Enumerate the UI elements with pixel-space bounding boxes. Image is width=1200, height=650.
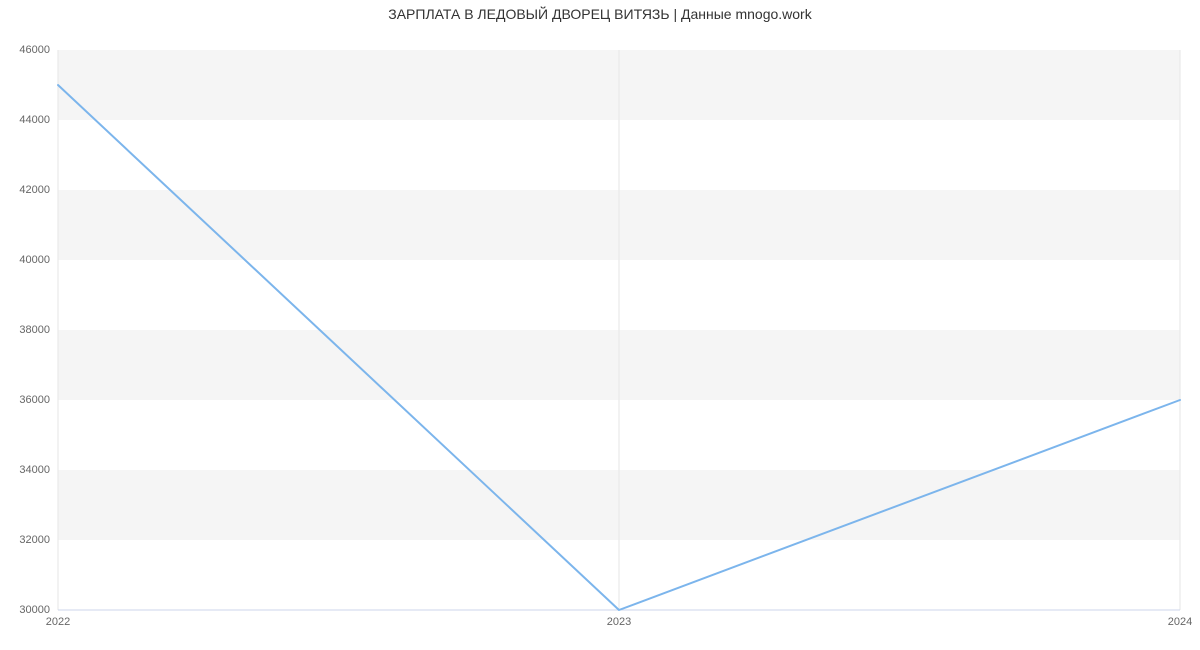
plot-svg — [58, 50, 1180, 610]
x-tick-label: 2024 — [1168, 616, 1192, 628]
y-tick-label: 32000 — [19, 534, 50, 546]
x-tick-label: 2023 — [607, 616, 631, 628]
y-tick-label: 34000 — [19, 464, 50, 476]
y-tick-label: 46000 — [19, 44, 50, 56]
plot-area — [58, 50, 1180, 610]
y-tick-label: 42000 — [19, 184, 50, 196]
x-tick-label: 2022 — [46, 616, 70, 628]
y-tick-label: 30000 — [19, 604, 50, 616]
y-tick-label: 38000 — [19, 324, 50, 336]
y-tick-label: 36000 — [19, 394, 50, 406]
chart-container: ЗАРПЛАТА В ЛЕДОВЫЙ ДВОРЕЦ ВИТЯЗЬ | Данны… — [0, 0, 1200, 650]
y-tick-label: 44000 — [19, 114, 50, 126]
y-tick-label: 40000 — [19, 254, 50, 266]
chart-title: ЗАРПЛАТА В ЛЕДОВЫЙ ДВОРЕЦ ВИТЯЗЬ | Данны… — [0, 6, 1200, 22]
